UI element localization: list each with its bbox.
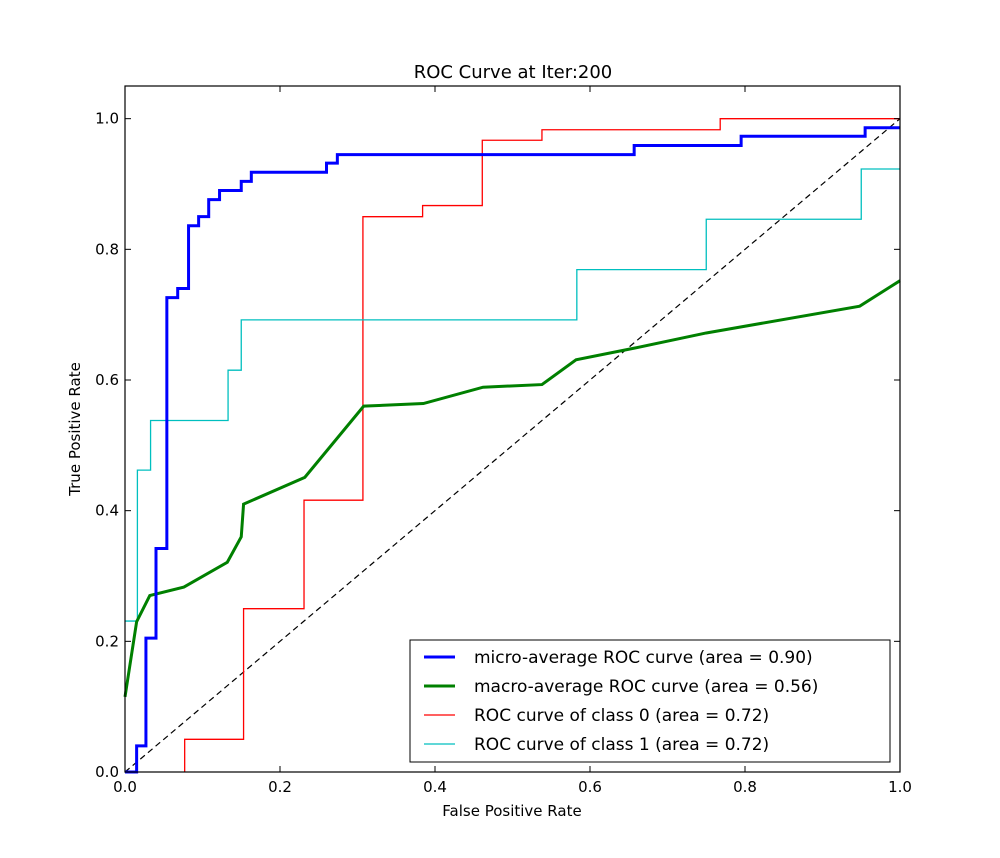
x-tick-label: 0.4 — [423, 778, 447, 796]
y-axis-label: True Positive Rate — [66, 362, 84, 497]
legend-label: macro-average ROC curve (area = 0.56) — [474, 677, 818, 697]
y-tick-label: 1.0 — [95, 110, 119, 128]
x-tick-label: 1.0 — [888, 778, 912, 796]
legend: micro-average ROC curve (area = 0.90) mac… — [409, 639, 891, 763]
legend-label: ROC curve of class 0 (area = 0.72) — [474, 706, 769, 726]
y-tick-label: 0.6 — [95, 371, 119, 389]
y-tick-label: 0.2 — [95, 632, 119, 650]
series-line-0 — [125, 126, 900, 774]
legend-box — [409, 639, 891, 763]
x-tick-label: 0.6 — [578, 778, 602, 796]
x-tick-label: 0.8 — [733, 778, 757, 796]
series-line-1 — [123, 279, 901, 698]
axis-ticks: 0.0 0.2 0.4 0.6 0.8 1.0 0.0 0.2 0.4 0.6 0.8 1.0 — [95, 86, 912, 796]
x-axis-label: False Positive Rate — [442, 802, 581, 820]
y-tick-label: 0.4 — [95, 502, 119, 520]
legend-label: micro-average ROC curve (area = 0.90) — [474, 648, 813, 668]
chart-title: ROC Curve at Iter:200 — [414, 62, 613, 83]
y-tick-label: 0.8 — [95, 240, 119, 258]
y-tick-label: 0.0 — [95, 763, 119, 781]
series-line-3 — [125, 168, 900, 622]
x-tick-label: 0.0 — [113, 778, 137, 796]
reference-diagonal-line — [124, 118, 901, 773]
legend-label: ROC curve of class 1 (area = 0.72) — [474, 735, 769, 755]
plot-content — [123, 118, 901, 774]
x-tick-label: 0.2 — [268, 778, 292, 796]
series-line-2 — [184, 118, 900, 772]
plot-frame — [124, 85, 901, 773]
